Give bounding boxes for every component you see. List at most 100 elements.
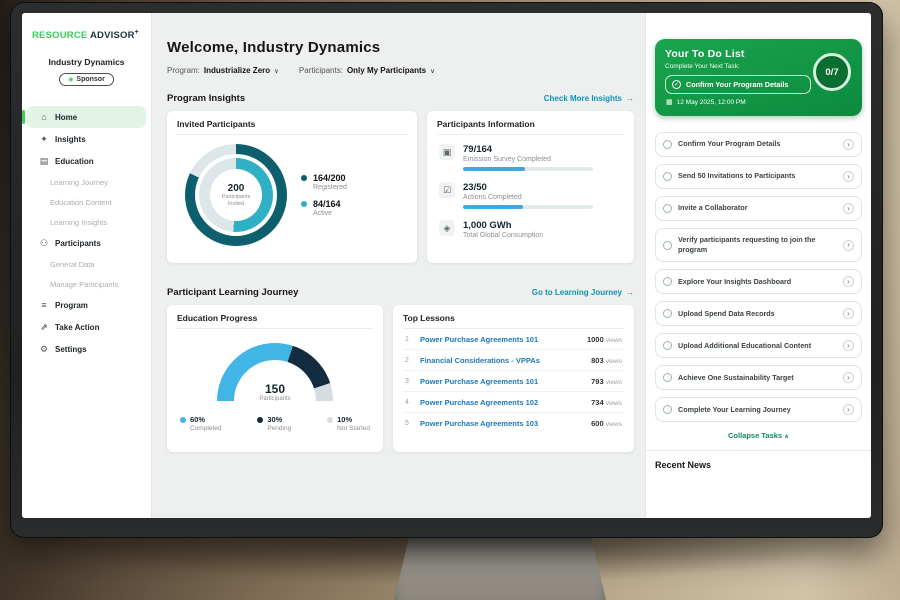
sidebar-item-participants[interactable]: ⚇ Participants: [27, 232, 146, 254]
sidebar-item-insights[interactable]: ✦ Insights: [27, 128, 146, 150]
panel-divider: [646, 450, 871, 452]
logo-plus: +: [134, 29, 139, 36]
education-progress-gauge-chart: 150 Participants: [217, 343, 333, 401]
arrow-right-icon: →: [626, 288, 634, 297]
check-circle-icon: ✓: [672, 80, 681, 89]
go-to-learning-journey-link[interactable]: Go to Learning Journey →: [531, 288, 634, 297]
lesson-row: 1 Power Purchase Agreements 101 1000 vie…: [403, 329, 624, 350]
donut-center-value: 200: [227, 182, 245, 194]
chevron-right-icon[interactable]: ›: [843, 404, 854, 416]
task-checkbox[interactable]: [663, 140, 672, 149]
collapse-tasks-link[interactable]: Collapse Tasks ∧: [727, 431, 790, 441]
sidebar-item-program[interactable]: ≡ Program: [27, 294, 146, 316]
next-task-date: ▦ 12 May 2025, 12:00 PM: [666, 99, 746, 106]
task-item-achieve-target[interactable]: Achieve One Sustainability Target ›: [655, 365, 862, 391]
task-checkbox[interactable]: [663, 172, 672, 181]
lesson-link[interactable]: Power Purchase Agreements 101: [420, 376, 539, 386]
lesson-row: 5 Power Purchase Agreements 103 600 view…: [405, 418, 622, 428]
sidebar-item-education-content[interactable]: Education Content: [50, 197, 112, 207]
task-item-verify-participants[interactable]: Verify participants requesting to join t…: [655, 228, 862, 263]
todo-subtitle: Complete Your Next Task:: [665, 63, 740, 70]
sidebar-item-learning-journey[interactable]: Learning Journey: [50, 177, 108, 187]
task-item-explore-insights[interactable]: Explore Your Insights Dashboard ›: [655, 269, 862, 295]
chevron-right-icon[interactable]: ›: [843, 276, 854, 288]
task-checkbox[interactable]: [663, 405, 672, 415]
legend-completed: 60% Completed: [180, 415, 221, 432]
task-item-upload-spend-data[interactable]: Upload Spend Data Records ›: [655, 301, 862, 327]
chevron-right-icon[interactable]: ›: [843, 372, 854, 384]
chevron-right-icon[interactable]: ›: [843, 203, 854, 214]
monitor-stand: [394, 538, 606, 600]
lesson-row: 2 Financial Considerations - VPPAs 803 v…: [403, 350, 624, 371]
task-item-upload-educational-content[interactable]: Upload Additional Educational Content ›: [655, 333, 862, 359]
calendar-icon: ▦: [666, 99, 673, 106]
next-task-label: Confirm Your Program Details: [686, 80, 789, 89]
chevron-right-icon[interactable]: ›: [843, 171, 854, 182]
lesson-link[interactable]: Financial Considerations - VPPAs: [420, 355, 540, 365]
participants-filter[interactable]: Participants: Only My Participants ∨: [299, 66, 435, 75]
task-item-invite-collaborator[interactable]: Invite a Collaborator ›: [655, 196, 862, 221]
sidebar-item-education[interactable]: ▤ Education: [27, 150, 146, 172]
sidebar-item-manage-participants[interactable]: Manage Participants: [50, 279, 119, 289]
lesson-row: 3 Power Purchase Agreements 101 793 view…: [403, 371, 624, 392]
invited-card-title: Invited Participants: [177, 119, 407, 135]
task-item-complete-learning-journey[interactable]: Complete Your Learning Journey ›: [655, 397, 862, 423]
task-checkbox[interactable]: [663, 309, 672, 319]
sidebar-item-label: Education: [55, 156, 94, 166]
program-filter-label: Program:: [167, 66, 200, 75]
sidebar-item-general-data[interactable]: General Data: [50, 259, 95, 269]
learning-journey-title: Participant Learning Journey: [167, 287, 299, 298]
invited-participants-donut-chart: 200 Participants Invited: [185, 144, 287, 246]
legend-dot: [327, 417, 334, 423]
stat-emission-survey: ▣ 79/164 Emission Survey Completed: [439, 144, 624, 171]
gauge-center-label: Participants: [259, 396, 291, 401]
sidebar-item-take-action[interactable]: ⇗ Take Action: [27, 316, 146, 338]
task-list: Confirm Your Program Details › Send 50 I…: [655, 132, 862, 423]
clipboard-icon: ▣: [439, 144, 455, 160]
task-checkbox[interactable]: [663, 341, 672, 351]
gear-icon: ⚙: [39, 343, 49, 354]
energy-icon: ◈: [439, 220, 455, 236]
logo-advisor: ADVISOR: [89, 30, 135, 42]
sidebar: RESOURCE ADVISOR+ Industry Dynamics ◉ Sp…: [22, 13, 152, 518]
sidebar-nav: ⌂ Home ✦ Insights ▤ Education Learning J…: [22, 106, 151, 360]
task-checkbox[interactable]: [663, 373, 672, 383]
sidebar-item-learning-insights[interactable]: Learning Insights: [50, 217, 108, 227]
chevron-right-icon[interactable]: ›: [843, 139, 854, 150]
legend-not-started: 10% Not Started: [327, 415, 370, 432]
sidebar-item-home[interactable]: ⌂ Home: [22, 106, 146, 129]
gauge-legend: 60% Completed 30% Pending: [177, 415, 373, 432]
chevron-right-icon[interactable]: ›: [843, 308, 854, 320]
education-progress-card: Education Progress 150 Participants: [167, 305, 383, 452]
program-filter[interactable]: Program: Industrialize Zero ∨: [167, 66, 279, 75]
task-checkbox[interactable]: [663, 277, 672, 287]
task-item-confirm-program[interactable]: Confirm Your Program Details ›: [655, 132, 862, 157]
check-more-insights-link[interactable]: Check More Insights →: [543, 94, 634, 103]
lesson-row: 4 Power Purchase Agreements 102 734 view…: [403, 392, 624, 413]
filters-bar: Program: Industrialize Zero ∨ Participan…: [167, 66, 634, 75]
lessons-card-title: Top Lessons: [403, 313, 624, 329]
task-checkbox[interactable]: [663, 204, 672, 213]
next-task-box[interactable]: ✓ Confirm Your Program Details: [665, 75, 811, 94]
lesson-link[interactable]: Power Purchase Agreements 103: [420, 418, 539, 428]
todo-title: Your To Do List: [665, 48, 745, 60]
lesson-link[interactable]: Power Purchase Agreements 101: [420, 334, 539, 344]
sidebar-item-settings[interactable]: ⚙ Settings: [27, 338, 146, 360]
logo-resource: RESOURCE: [32, 30, 88, 42]
sidebar-item-label: Insights: [55, 134, 86, 144]
task-item-send-invitations[interactable]: Send 50 Invitations to Participants ›: [655, 164, 862, 189]
sidebar-item-label: Take Action: [55, 322, 100, 332]
legend-dot: [257, 417, 264, 423]
participants-filter-label: Participants:: [298, 66, 343, 75]
donut-center-label: Participants Invited: [221, 193, 251, 207]
chevron-right-icon[interactable]: ›: [843, 239, 854, 251]
arrow-up-right-icon: ⇗: [40, 321, 48, 332]
sidebar-item-label: Home: [55, 112, 78, 122]
task-checkbox[interactable]: [663, 240, 672, 250]
chevron-right-icon[interactable]: ›: [843, 340, 854, 352]
gauge-center-value: 150: [264, 382, 286, 396]
sponsor-badge: ◉ Sponsor: [59, 73, 114, 87]
lesson-link[interactable]: Power Purchase Agreements 102: [420, 397, 539, 407]
home-icon: ⌂: [41, 111, 47, 122]
